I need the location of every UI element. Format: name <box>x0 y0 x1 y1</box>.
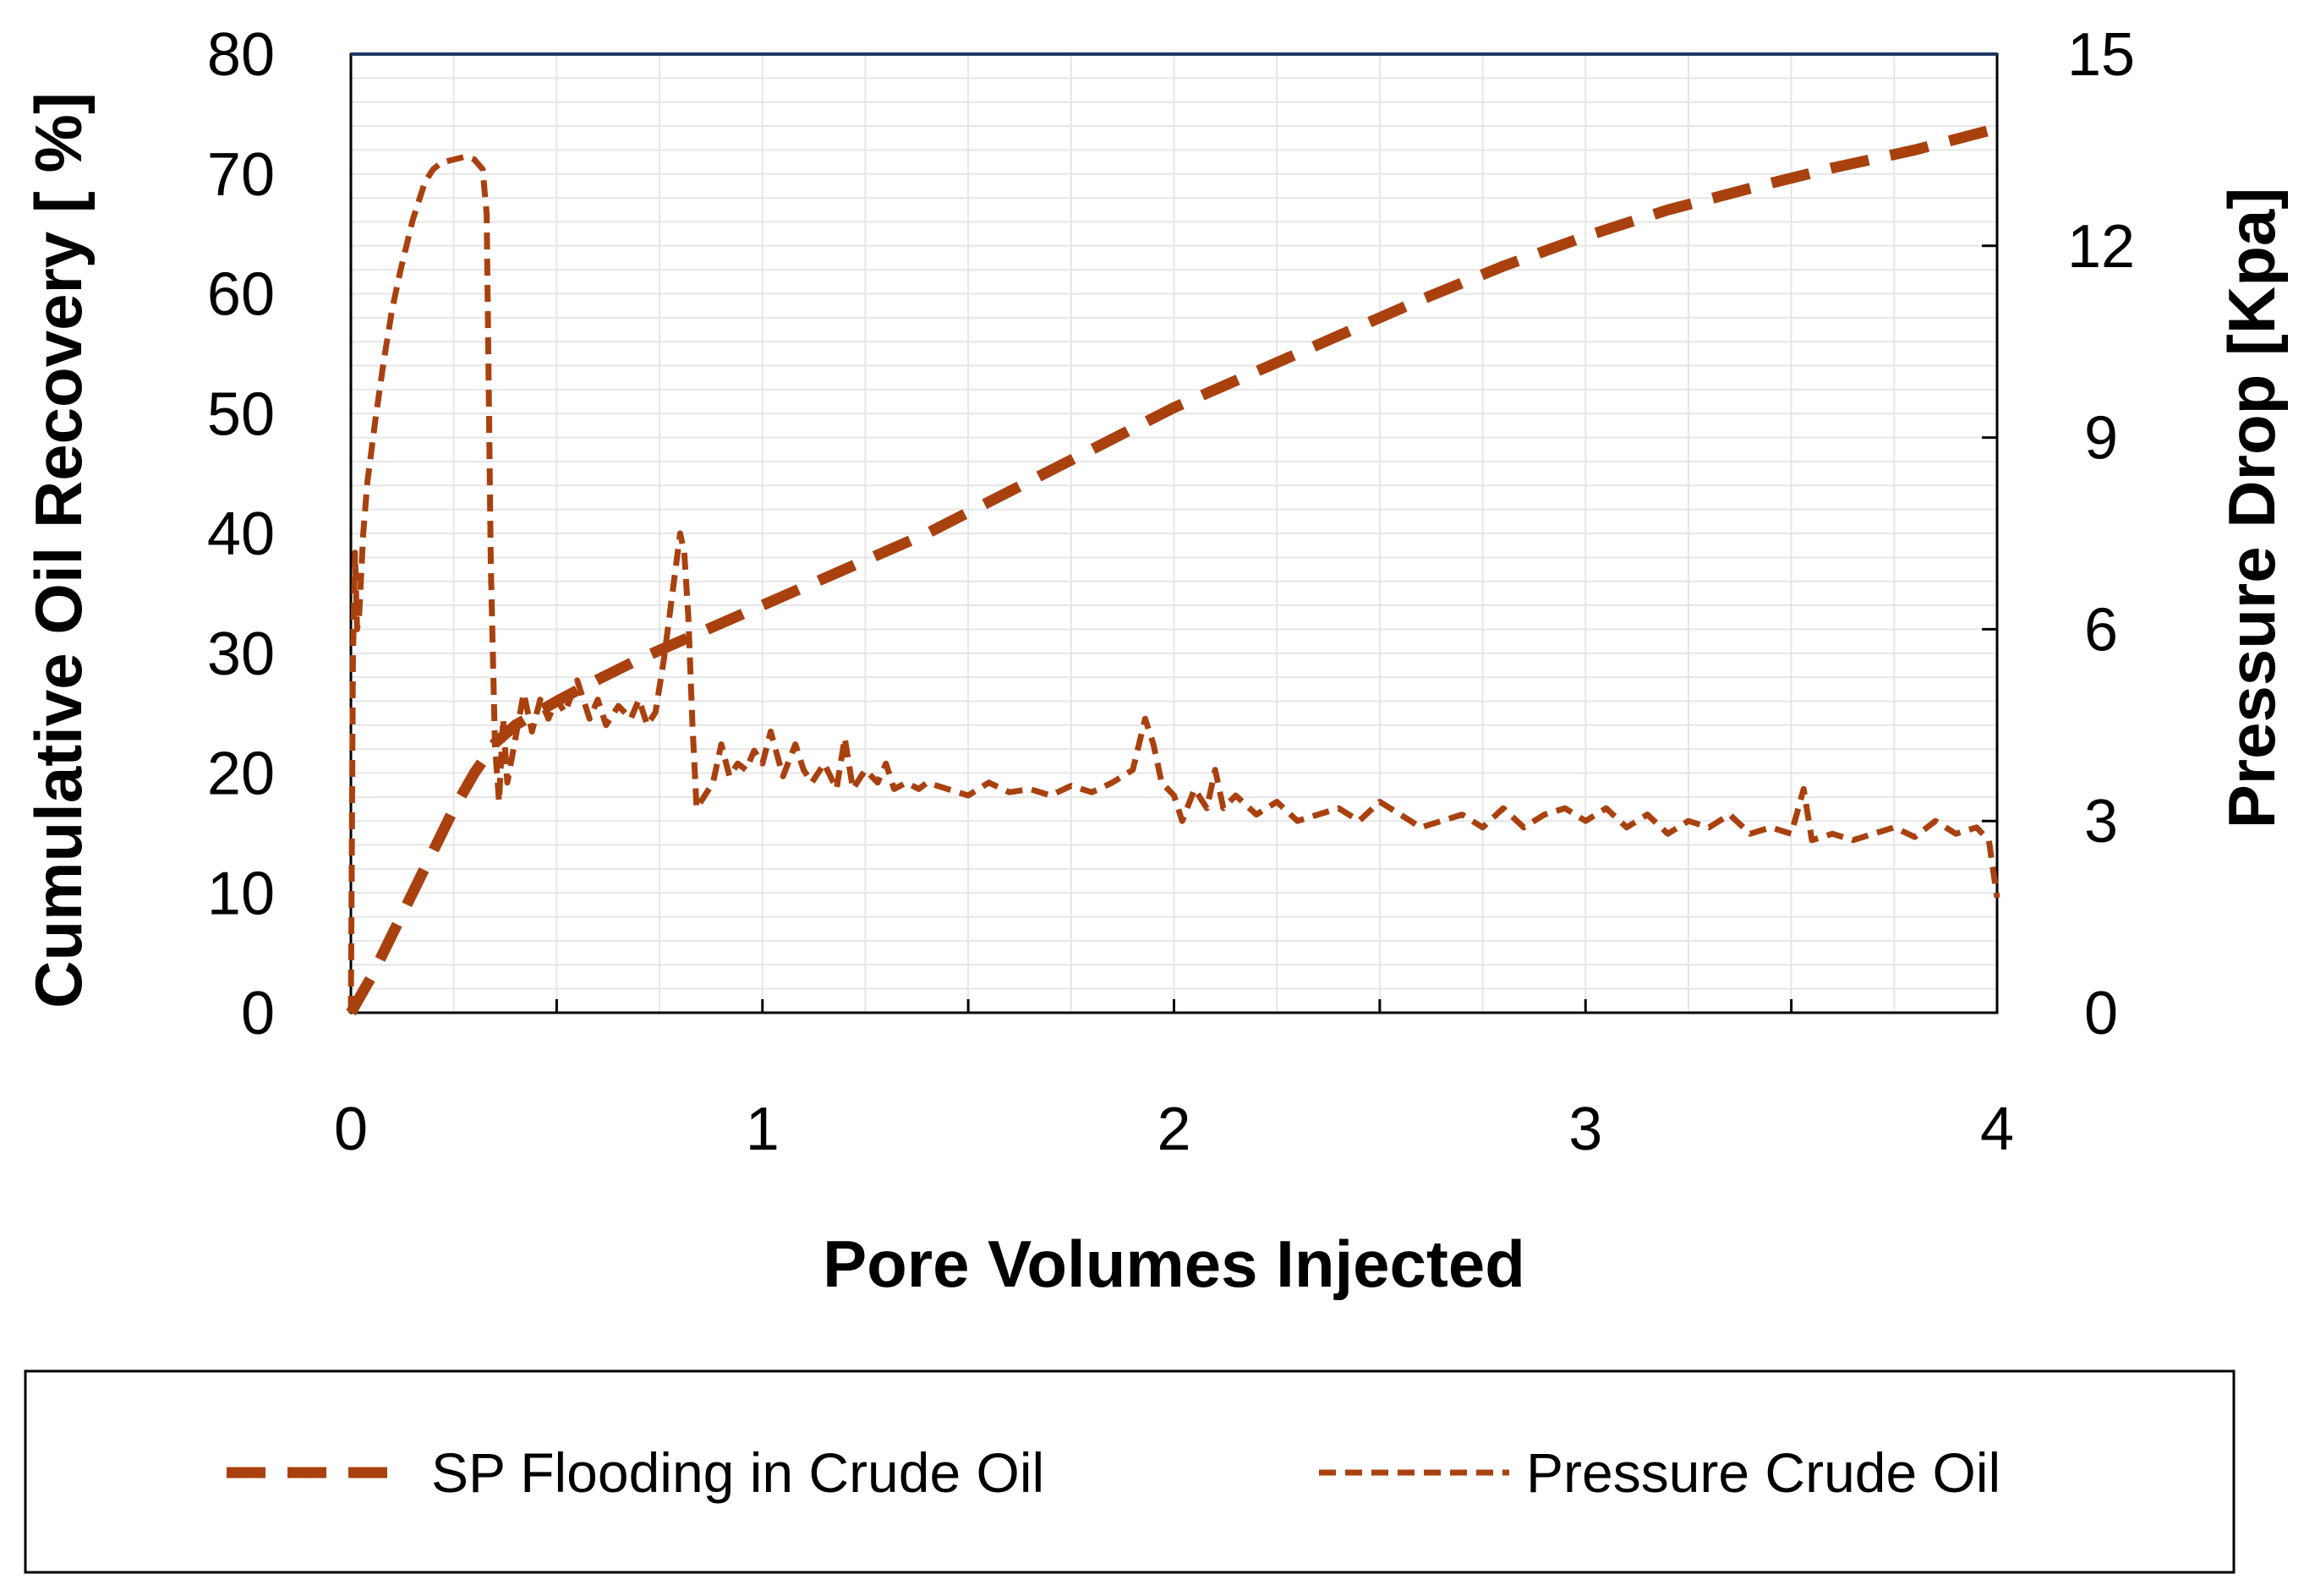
x-tick-label: 2 <box>1157 1096 1190 1163</box>
x-axis-title: Pore Volumes Injected <box>823 1227 1525 1301</box>
series-line-pressure <box>348 153 2000 1014</box>
tick-marks <box>555 244 1997 1013</box>
y-tick-label: 70 <box>207 141 275 209</box>
y2-tick-label: 0 <box>2084 980 2118 1047</box>
legend-label-sp-flooding: SP Flooding in Crude Oil <box>431 1441 1044 1504</box>
y-tick-label: 80 <box>207 21 275 89</box>
y2-tick-label: 6 <box>2084 596 2118 664</box>
y2-tick-label: 12 <box>2067 213 2135 281</box>
x-tick-label: 3 <box>1568 1096 1602 1163</box>
y-tick-label: 40 <box>207 500 275 568</box>
legend: SP Flooding in Crude Oil Pressure Crude … <box>24 1369 2236 1574</box>
series-line-sp-flooding <box>346 123 1999 1016</box>
y2-tick-label: 9 <box>2084 405 2118 473</box>
y-tick-label: 60 <box>207 261 275 329</box>
y2-axis-title: Pressure Drop [Kpa] <box>2214 188 2289 829</box>
y-tick-label: 30 <box>207 620 275 688</box>
legend-box <box>24 1369 2236 1574</box>
x-tick-label: 1 <box>746 1096 780 1163</box>
legend-label-pressure: Pressure Crude Oil <box>1526 1441 2000 1504</box>
y-axis-title: Cumulative Oil Recovery [ %] <box>21 92 96 1008</box>
x-tick-label: 0 <box>334 1096 368 1163</box>
y2-tick-label: 3 <box>2084 788 2118 855</box>
y-tick-label: 20 <box>207 741 275 808</box>
x-tick-label: 4 <box>1980 1096 2014 1163</box>
y-tick-label: 0 <box>241 980 275 1047</box>
y-tick-label: 50 <box>207 380 275 448</box>
y-tick-label: 10 <box>207 860 275 927</box>
grid-layer <box>351 54 1997 1013</box>
series-layer <box>346 123 2000 1016</box>
y2-tick-label: 15 <box>2067 21 2135 89</box>
